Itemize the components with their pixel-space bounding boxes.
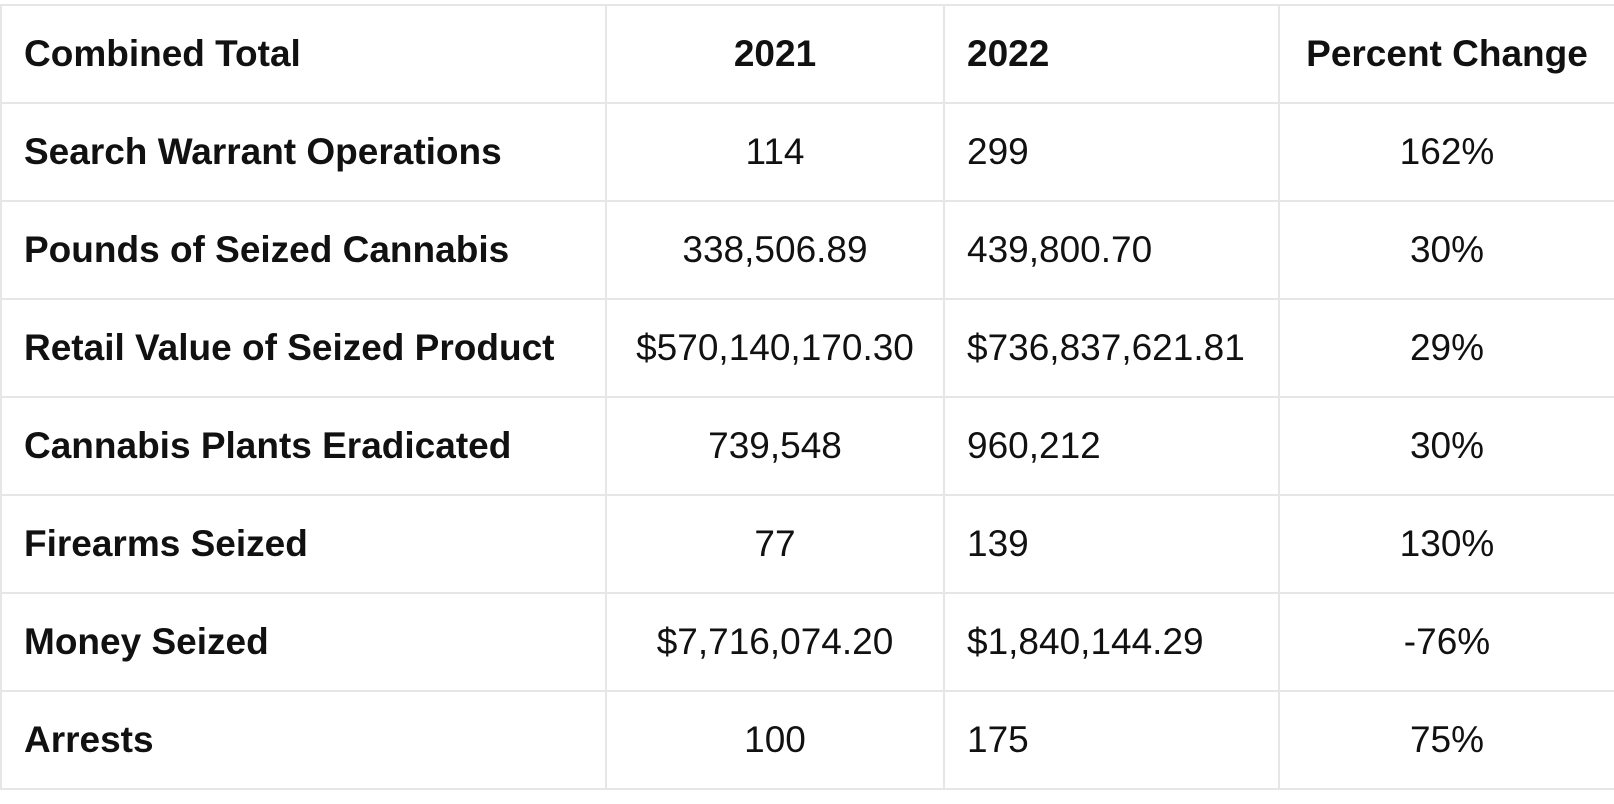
table-row: Cannabis Plants Eradicated 739,548 960,2… (0, 396, 1614, 496)
value-2022: 175 (943, 690, 1280, 790)
value-2021: $570,140,170.30 (605, 298, 945, 398)
header-2022: 2022 (943, 4, 1280, 104)
row-label: Cannabis Plants Eradicated (0, 396, 607, 496)
value-2022: 139 (943, 494, 1280, 594)
value-2021: 114 (605, 102, 945, 202)
value-percent-change: 29% (1278, 298, 1614, 398)
value-2022: $736,837,621.81 (943, 298, 1280, 398)
row-label: Arrests (0, 690, 607, 790)
value-percent-change: 75% (1278, 690, 1614, 790)
table-row: Search Warrant Operations 114 299 162% (0, 102, 1614, 202)
value-2022: 960,212 (943, 396, 1280, 496)
table-row: Pounds of Seized Cannabis 338,506.89 439… (0, 200, 1614, 300)
row-label: Retail Value of Seized Product (0, 298, 607, 398)
table-row: Firearms Seized 77 139 130% (0, 494, 1614, 594)
value-2022: $1,840,144.29 (943, 592, 1280, 692)
statistics-table-container: Combined Total 2021 2022 Percent Change … (0, 4, 1614, 790)
header-combined-total: Combined Total (0, 4, 607, 104)
table-row: Money Seized $7,716,074.20 $1,840,144.29… (0, 592, 1614, 692)
value-2022: 299 (943, 102, 1280, 202)
value-2021: 100 (605, 690, 945, 790)
value-percent-change: 162% (1278, 102, 1614, 202)
table-row: Retail Value of Seized Product $570,140,… (0, 298, 1614, 398)
statistics-table: Combined Total 2021 2022 Percent Change … (0, 4, 1614, 790)
value-2022: 439,800.70 (943, 200, 1280, 300)
header-percent-change: Percent Change (1278, 4, 1614, 104)
value-percent-change: -76% (1278, 592, 1614, 692)
value-percent-change: 30% (1278, 200, 1614, 300)
header-2021: 2021 (605, 4, 945, 104)
row-label: Money Seized (0, 592, 607, 692)
row-label: Pounds of Seized Cannabis (0, 200, 607, 300)
value-percent-change: 130% (1278, 494, 1614, 594)
value-2021: 739,548 (605, 396, 945, 496)
value-2021: 338,506.89 (605, 200, 945, 300)
row-label: Firearms Seized (0, 494, 607, 594)
table-row: Arrests 100 175 75% (0, 690, 1614, 790)
row-label: Search Warrant Operations (0, 102, 607, 202)
value-2021: 77 (605, 494, 945, 594)
value-2021: $7,716,074.20 (605, 592, 945, 692)
value-percent-change: 30% (1278, 396, 1614, 496)
table-header-row: Combined Total 2021 2022 Percent Change (0, 4, 1614, 104)
